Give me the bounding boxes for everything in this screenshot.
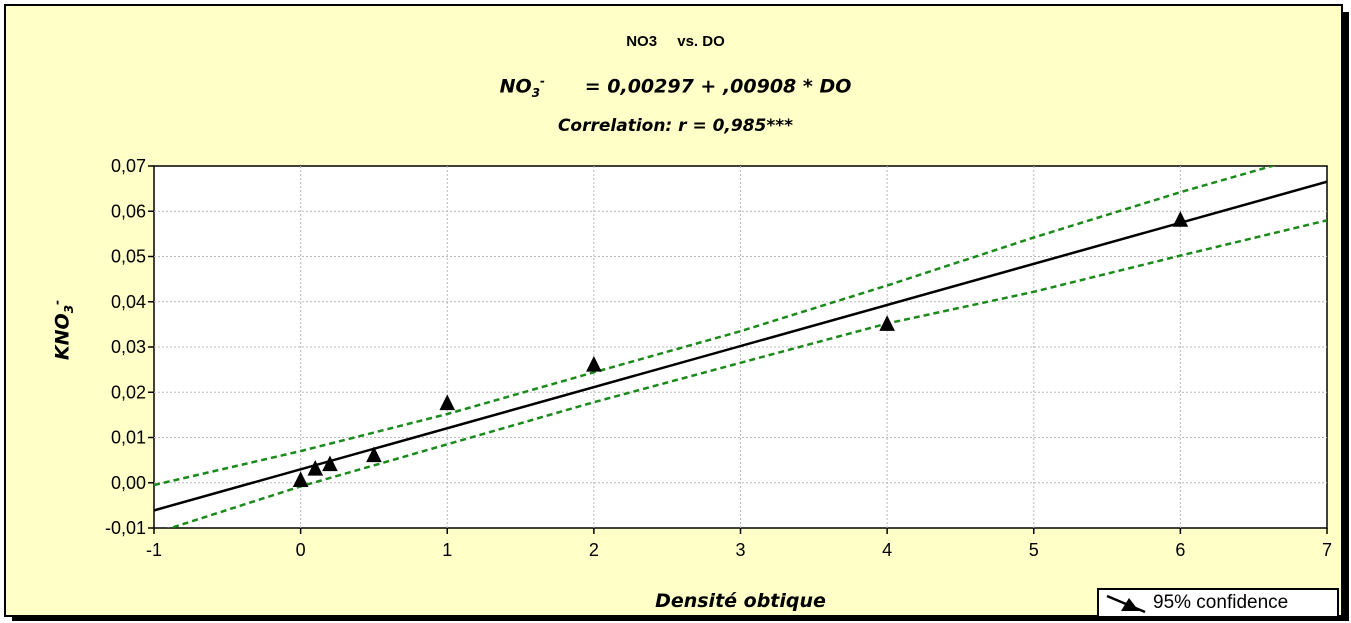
x-tick-label: 7 bbox=[1322, 540, 1332, 560]
grid-lines bbox=[154, 166, 1327, 528]
y-tick-label: 0,02 bbox=[111, 382, 146, 402]
legend-marker-icon bbox=[1106, 594, 1146, 614]
y-axis-ticks: -0,01 0,00 0,01 0,02 0,03 0,04 0,05 0,06 0,07 bbox=[105, 156, 154, 538]
title-part-1: NO3 bbox=[626, 33, 658, 50]
confidence-band bbox=[154, 166, 1327, 528]
equation-lhs-sub: 3 bbox=[531, 86, 541, 101]
title-part-2: vs. DO bbox=[677, 33, 725, 50]
equation-lhs: NO bbox=[499, 75, 532, 98]
x-tick-label: 4 bbox=[882, 540, 892, 560]
x-axis-label: Densité obtique bbox=[655, 590, 826, 612]
regression-equation: NO3- = 0,00297 + ,00908 * DO bbox=[0, 74, 1351, 100]
y-tick-label: -0,01 bbox=[105, 518, 146, 538]
legend: 95% confidence bbox=[1097, 588, 1339, 618]
y-tick-label: 0,03 bbox=[111, 337, 146, 357]
data-point bbox=[307, 460, 324, 476]
x-tick-label: 1 bbox=[442, 540, 452, 560]
data-point bbox=[439, 394, 456, 411]
x-tick-label: 0 bbox=[296, 540, 306, 560]
data-point bbox=[1172, 211, 1189, 227]
y-axis-label-main: KNO bbox=[51, 313, 74, 361]
x-tick-label: 3 bbox=[735, 540, 745, 560]
y-tick-label: 0,01 bbox=[111, 428, 146, 448]
data-point bbox=[879, 315, 895, 331]
equation-rhs: = 0,00297 + ,00908 * DO bbox=[584, 75, 852, 98]
y-axis-label-sub: 3 bbox=[62, 304, 77, 314]
confidence-upper-line bbox=[154, 166, 1277, 487]
data-point bbox=[366, 446, 382, 463]
data-point bbox=[322, 455, 338, 472]
y-axis-label-sup: - bbox=[49, 299, 64, 305]
y-tick-label: 0,07 bbox=[111, 156, 146, 176]
regression-line bbox=[154, 180, 1327, 512]
confidence-lower-line bbox=[166, 219, 1327, 528]
x-tick-label: -1 bbox=[146, 540, 162, 560]
data-point bbox=[292, 471, 309, 487]
data-point bbox=[586, 355, 602, 372]
y-axis-label: KNO3- bbox=[50, 270, 76, 390]
x-tick-label: 6 bbox=[1175, 540, 1185, 560]
legend-label: 95% confidence bbox=[1153, 592, 1289, 613]
y-tick-label: 0,00 bbox=[111, 473, 146, 493]
y-tick-label: 0,05 bbox=[111, 247, 146, 267]
x-axis-ticks: -1 0 1 2 3 4 5 6 7 bbox=[146, 528, 1332, 560]
regression-line-group bbox=[154, 180, 1327, 512]
correlation-text: Correlation: r = 0,985*** bbox=[557, 116, 794, 136]
x-tick-label: 2 bbox=[589, 540, 599, 560]
equation-lhs-sup: - bbox=[540, 74, 546, 88]
y-tick-label: 0,04 bbox=[111, 292, 146, 312]
y-tick-label: 0,06 bbox=[111, 201, 146, 221]
chart-title: NO3 vs. DO bbox=[0, 33, 1351, 50]
x-tick-label: 5 bbox=[1029, 540, 1039, 560]
data-points bbox=[292, 211, 1189, 487]
